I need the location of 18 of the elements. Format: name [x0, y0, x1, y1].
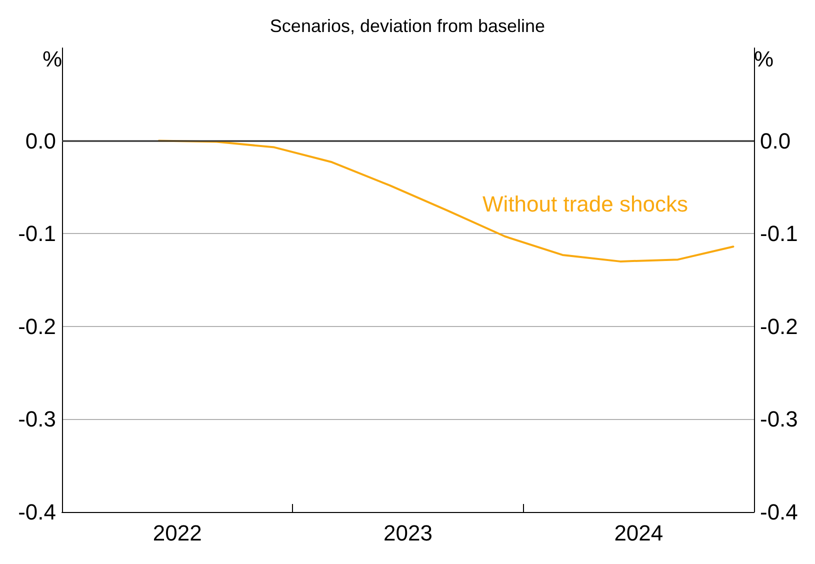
x-tick-label: 2024	[614, 520, 664, 546]
y2-tick-label: 0.0	[760, 128, 791, 154]
line-series	[158, 140, 734, 262]
y2-tick-label: -0.2	[760, 314, 798, 339]
y-axis-title: %	[42, 46, 62, 72]
y-tick-label: -0.4	[18, 500, 56, 524]
y2-tick-label: -0.3	[760, 406, 798, 432]
x-tick-label: 2022	[152, 520, 202, 546]
y-tick-label: -0.1	[18, 221, 56, 246]
y-tick-label: 0.0	[25, 128, 56, 154]
y2-tick-label: -0.1	[760, 221, 798, 246]
x-tick-label: 2023	[384, 520, 432, 546]
y-tick-label: -0.3	[18, 406, 56, 432]
series-label: Without trade shocks	[482, 191, 688, 216]
y2-axis-title: %	[754, 46, 774, 72]
y2-tick-label: -0.4	[760, 500, 798, 524]
chart-title: Scenarios, deviation from baseline	[270, 16, 546, 36]
y-tick-label: -0.2	[18, 314, 56, 339]
